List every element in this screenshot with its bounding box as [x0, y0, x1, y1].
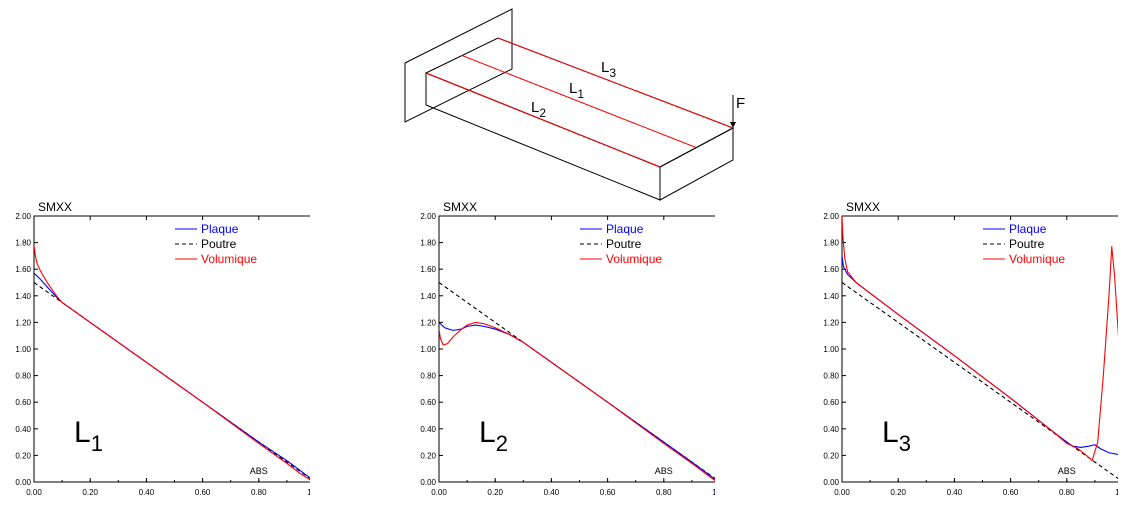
beam-diagram: F L3 L1 L2 — [404, 8, 745, 201]
x-tick-label: 0.40 — [947, 488, 963, 497]
x-tick-label: 0.80 — [1059, 488, 1075, 497]
x-tick-label: 0.20 — [890, 488, 906, 497]
line-l3 — [497, 37, 734, 129]
y-tick-label: 1.20 — [420, 318, 436, 327]
x-tick-label: 1.00 — [307, 488, 310, 497]
y-tick-label: 0.80 — [15, 372, 31, 381]
legend-label-poutre: Poutre — [201, 237, 237, 251]
y-tick-label: 0.40 — [823, 425, 839, 434]
y-tick-label: 0.80 — [823, 372, 839, 381]
x-tick-label: 0.60 — [600, 488, 616, 497]
y-tick-label: 0.80 — [420, 372, 436, 381]
label-l3: L3 — [601, 59, 616, 80]
x-tick-label: 1.00 — [1115, 488, 1118, 497]
y-tick-label: 0.20 — [823, 451, 839, 460]
y-axis-label: SMXX — [846, 200, 880, 214]
line-l1 — [461, 55, 697, 148]
series-plaque-line — [439, 322, 715, 480]
x-axis-label: ABS — [655, 466, 673, 476]
chart-l3: 0.00 0.20 0.40 0.60 0.80 1.00 1.20 1.40 1.60 1.80… — [823, 200, 1118, 497]
x-tick-label: 0.20 — [487, 488, 503, 497]
series-poutre-line — [842, 282, 1118, 480]
annotation-subscript: 3 — [899, 431, 911, 456]
force-arrowhead — [730, 122, 736, 128]
series-volumique-line — [842, 216, 1118, 462]
legend-label-plaque: Plaque — [1009, 222, 1047, 236]
y-tick-label: 0.00 — [15, 478, 31, 487]
y-tick-label: 1.40 — [15, 292, 31, 301]
y-tick-label: 2.00 — [823, 212, 839, 221]
x-tick-label: 0.80 — [251, 488, 267, 497]
y-tick-label: 1.80 — [15, 239, 31, 248]
y-tick-label: 2.00 — [15, 212, 31, 221]
legend-label-volumique: Volumique — [606, 252, 662, 266]
annotation-letter: L — [74, 416, 91, 449]
x-tick-label: 0.60 — [1003, 488, 1019, 497]
x-tick-label: 0.00 — [834, 488, 850, 497]
force-label: F — [736, 95, 745, 112]
series-poutre-line — [439, 282, 715, 480]
y-tick-label: 0.20 — [15, 451, 31, 460]
x-tick-label: 0.40 — [139, 488, 155, 497]
y-tick-label: 0.60 — [823, 398, 839, 407]
y-tick-label: 2.00 — [420, 212, 436, 221]
beam-top-face — [424, 37, 735, 168]
y-tick-label: 0.20 — [420, 451, 436, 460]
y-tick-label: 1.40 — [420, 292, 436, 301]
y-tick-label: 0.60 — [15, 398, 31, 407]
chart-l1: 0.00 0.20 0.40 0.60 0.80 1.00 1.20 1.40 1.60 1.80… — [15, 200, 310, 497]
label-l1: L1 — [569, 80, 584, 101]
x-tick-label: 0.00 — [26, 488, 42, 497]
y-tick-label: 1.20 — [15, 318, 31, 327]
chart-l2: 0.00 0.20 0.40 0.60 0.80 1.00 1.20 1.40 1.60 1.80… — [420, 200, 715, 497]
y-tick-label: 0.00 — [420, 478, 436, 487]
annotation-subscript: 1 — [91, 431, 103, 456]
x-tick-label: 0.20 — [82, 488, 98, 497]
y-tick-label: 1.00 — [15, 345, 31, 354]
y-tick-label: 1.80 — [420, 239, 436, 248]
series-volumique-line — [439, 321, 715, 482]
legend-label-plaque: Plaque — [201, 222, 239, 236]
y-tick-label: 0.00 — [823, 478, 839, 487]
y-tick-label: 1.60 — [823, 265, 839, 274]
x-tick-label: 1.00 — [712, 488, 715, 497]
x-tick-label: 0.40 — [544, 488, 560, 497]
y-tick-label: 1.00 — [823, 345, 839, 354]
y-tick-label: 1.80 — [823, 239, 839, 248]
beam-front-face — [425, 72, 661, 201]
legend-label-volumique: Volumique — [201, 252, 257, 266]
wall-support — [404, 8, 513, 123]
y-tick-label: 1.00 — [420, 345, 436, 354]
y-tick-label: 1.60 — [15, 265, 31, 274]
y-tick-label: 1.20 — [823, 318, 839, 327]
legend-label-poutre: Poutre — [606, 237, 642, 251]
legend-label-plaque: Plaque — [606, 222, 644, 236]
y-tick-label: 1.40 — [823, 292, 839, 301]
x-axis-label: ABS — [250, 466, 268, 476]
legend-label-poutre: Poutre — [1009, 237, 1045, 251]
y-tick-label: 0.60 — [420, 398, 436, 407]
x-axis-label: ABS — [1058, 466, 1076, 476]
annotation-subscript: 2 — [496, 431, 508, 456]
y-tick-label: 0.40 — [420, 425, 436, 434]
y-axis-label: SMXX — [38, 200, 72, 214]
curve-annotation: L1 — [74, 416, 103, 456]
curve-annotation: L2 — [479, 416, 508, 456]
legend-label-volumique: Volumique — [1009, 252, 1065, 266]
label-l2: L2 — [531, 99, 546, 120]
x-tick-label: 0.60 — [195, 488, 211, 497]
x-tick-label: 0.00 — [431, 488, 447, 497]
annotation-letter: L — [882, 416, 899, 449]
y-axis-label: SMXX — [443, 200, 477, 214]
curve-annotation: L3 — [882, 416, 911, 456]
y-tick-label: 1.60 — [420, 265, 436, 274]
beam-end-face — [659, 127, 734, 201]
y-tick-label: 0.40 — [15, 425, 31, 434]
x-tick-label: 0.80 — [656, 488, 672, 497]
annotation-letter: L — [479, 416, 496, 449]
series-volumique-line — [34, 245, 310, 481]
line-l2 — [425, 72, 661, 168]
